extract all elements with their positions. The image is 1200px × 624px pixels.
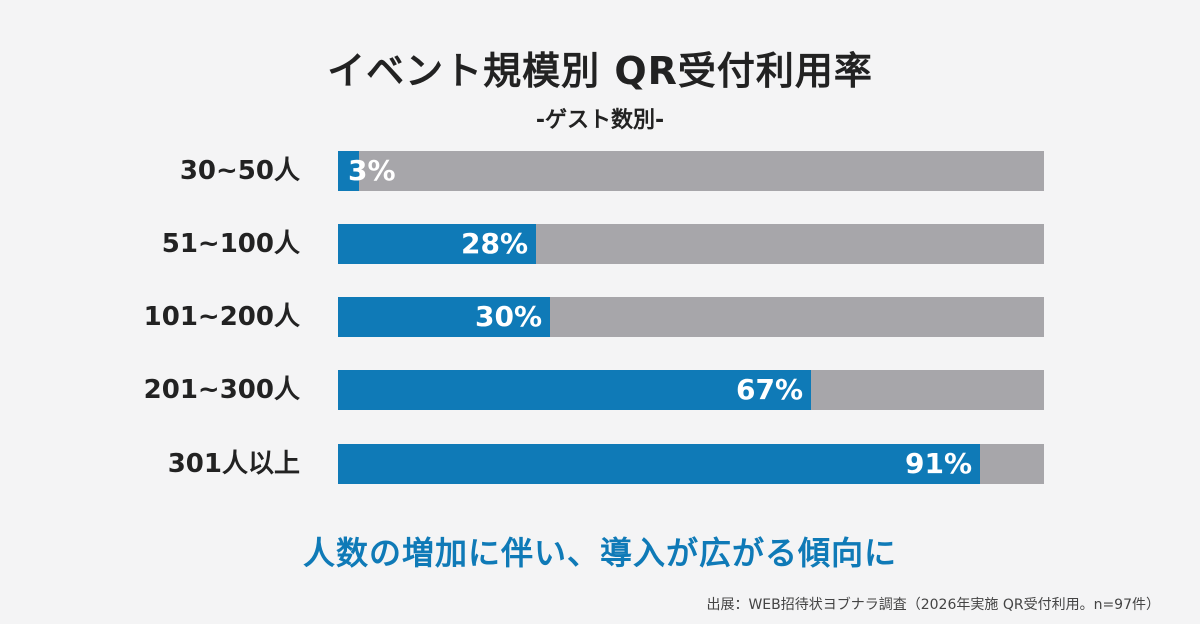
category-label: 201~300人	[143, 375, 300, 405]
category-label: 30~50人	[179, 156, 300, 186]
value-label: 30%	[475, 300, 543, 333]
category-label: 101~200人	[143, 302, 300, 332]
category-label: 51~100人	[161, 229, 300, 259]
value-label: 3%	[348, 154, 396, 187]
bar-track: 91%	[338, 444, 1044, 484]
value-label: 67%	[736, 373, 804, 406]
bar-fill	[338, 444, 980, 484]
bar-track: 67%	[338, 370, 1044, 410]
bar-fill	[338, 370, 811, 410]
category-label: 301人以上	[167, 449, 300, 479]
value-label: 28%	[461, 227, 529, 260]
chart-subtitle: -ゲスト数別-	[535, 108, 665, 133]
bar-track: 30%	[338, 297, 1044, 337]
source-note: 出展：WEB招待状ヨブナラ調査（2026年実施 QR受付利用。n=97件）	[706, 597, 1160, 613]
bar-track: 28%	[338, 224, 1044, 264]
bar-fill	[338, 224, 536, 264]
chart-title: イベント規模別 QR受付利用率	[327, 49, 873, 93]
bar-fill	[338, 297, 550, 337]
conclusion-text: 人数の増加に伴い、導入が広がる傾向に	[302, 534, 897, 572]
bar-fill	[338, 151, 359, 191]
bar-track: 3%	[338, 151, 1044, 191]
value-label: 91%	[905, 447, 973, 480]
